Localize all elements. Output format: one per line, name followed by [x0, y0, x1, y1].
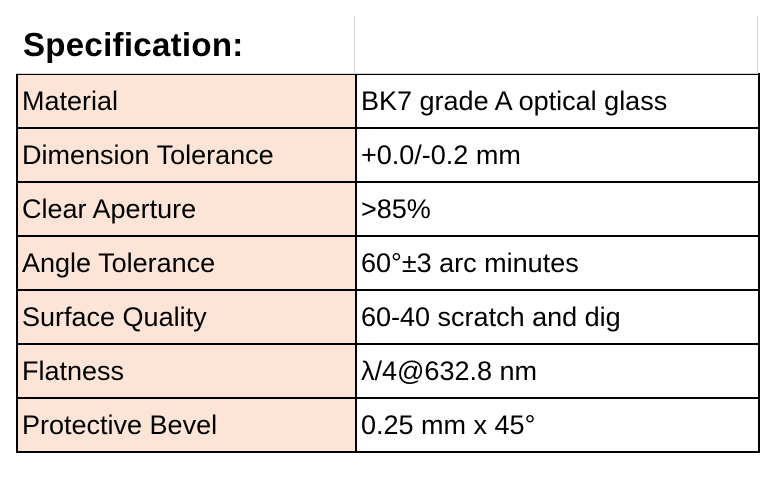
table-row: Angle Tolerance 60°±3 arc minutes — [16, 235, 760, 291]
spec-label: Angle Tolerance — [16, 235, 357, 291]
spec-value: 0.25 mm x 45° — [355, 397, 760, 453]
spec-value: >85% — [355, 181, 760, 237]
spec-title: Specification: — [16, 16, 355, 74]
spec-label: Flatness — [16, 343, 357, 399]
spec-label: Dimension Tolerance — [16, 127, 357, 183]
spec-label: Material — [16, 73, 357, 129]
table-row: Surface Quality 60-40 scratch and dig — [16, 289, 760, 345]
empty-title-cell — [355, 16, 758, 74]
spec-label: Clear Aperture — [16, 181, 357, 237]
specification-sheet: Specification: Material BK7 grade A opti… — [16, 16, 760, 453]
spec-label: Protective Bevel — [16, 397, 357, 453]
spec-value: 60-40 scratch and dig — [355, 289, 760, 345]
spec-value: 60°±3 arc minutes — [355, 235, 760, 291]
table-row: Flatness λ/4@632.8 nm — [16, 343, 760, 399]
spec-value: BK7 grade A optical glass — [355, 73, 760, 129]
title-row: Specification: — [16, 16, 758, 74]
table-row: Clear Aperture >85% — [16, 181, 760, 237]
table-row: Dimension Tolerance +0.0/-0.2 mm — [16, 127, 760, 183]
spec-table: Material BK7 grade A optical glass Dimen… — [16, 73, 760, 453]
spec-label: Surface Quality — [16, 289, 357, 345]
table-row: Material BK7 grade A optical glass — [16, 73, 760, 129]
table-row: Protective Bevel 0.25 mm x 45° — [16, 397, 760, 453]
spec-value: +0.0/-0.2 mm — [355, 127, 760, 183]
spec-value: λ/4@632.8 nm — [355, 343, 760, 399]
